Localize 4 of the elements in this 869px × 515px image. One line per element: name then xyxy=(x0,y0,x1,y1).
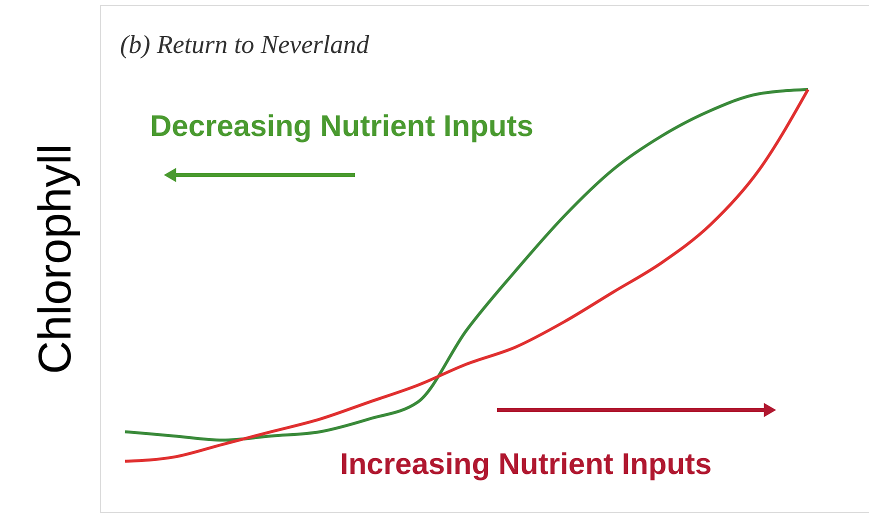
annotation: Increasing Nutrient Inputs xyxy=(340,448,712,481)
chart-title: (b) Return to Neverland xyxy=(120,30,370,59)
annotation: Decreasing Nutrient Inputs xyxy=(150,110,534,143)
y-axis-title: Chlorophyll xyxy=(28,144,80,374)
